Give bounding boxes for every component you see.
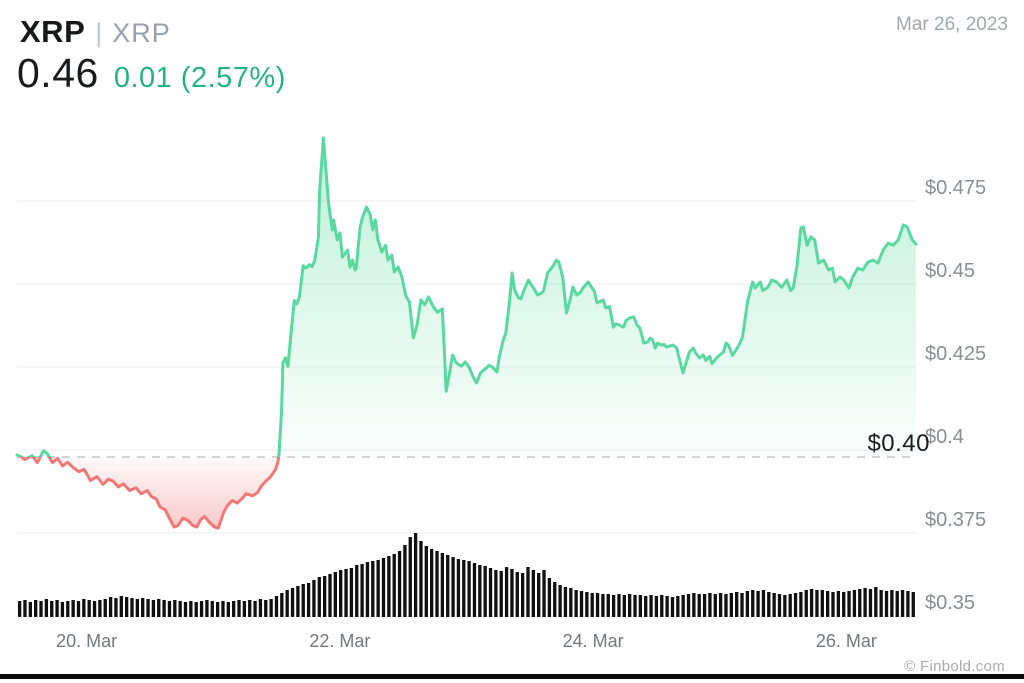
symbol-title: XRP xyxy=(20,14,86,49)
x-axis-label: 20. Mar xyxy=(56,631,118,651)
x-axis-label: 22. Mar xyxy=(309,631,371,651)
x-axis-label: 26. Mar xyxy=(815,631,877,651)
price-line-below-baseline xyxy=(17,456,281,530)
y-axis-label: $0.425 xyxy=(925,343,987,365)
pair-label: XRP xyxy=(112,18,171,48)
price-change: 0.01 (2.57%) xyxy=(113,62,286,94)
y-axis-label: $0.45 xyxy=(925,260,976,282)
price-line-above-baseline xyxy=(15,136,918,457)
price-row: 0.46 0.01 (2.57%) xyxy=(17,50,286,97)
green-area-fill xyxy=(17,137,916,457)
baseline-price-label: $0.40 xyxy=(867,430,930,457)
x-axis-label: 24. Mar xyxy=(562,631,624,651)
header: XRP | XRP xyxy=(20,14,171,50)
bottom-border xyxy=(0,674,1024,679)
finbold-credit: © Finbold.com xyxy=(904,658,1005,675)
separator: | xyxy=(95,18,103,48)
red-area-fill xyxy=(17,456,916,528)
price-value: 0.46 xyxy=(17,50,99,96)
date-label: Mar 26, 2023 xyxy=(896,14,1008,35)
y-axis-label: $0.35 xyxy=(925,592,976,614)
y-axis-label: $0.475 xyxy=(925,177,987,199)
y-axis-label: $0.4 xyxy=(925,426,964,448)
y-axis-label: $0.375 xyxy=(925,509,987,531)
volume-bars xyxy=(17,533,915,617)
